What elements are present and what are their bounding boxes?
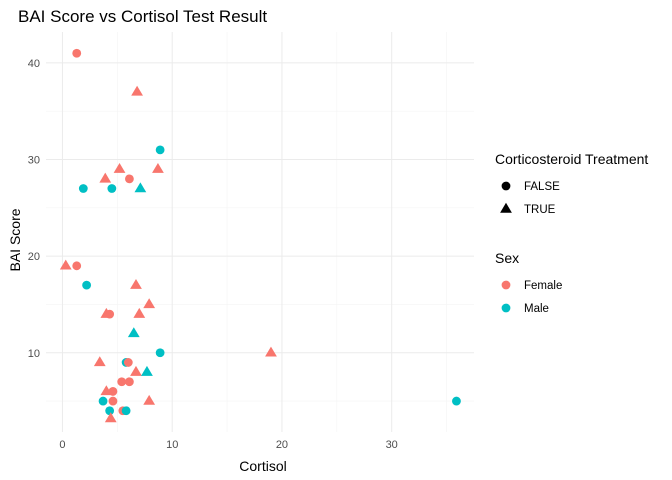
data-point (108, 396, 118, 406)
data-point (125, 174, 134, 184)
data-point (143, 298, 156, 309)
x-axis-title: Cortisol (239, 458, 286, 474)
legend-title: Corticosteroid Treatment (495, 151, 648, 167)
legend-key (501, 181, 511, 191)
data-point (72, 261, 82, 271)
data-point (452, 396, 461, 406)
legend-label: Male (524, 303, 549, 315)
x-tick-label: 20 (276, 439, 288, 451)
data-point (105, 406, 115, 416)
data-point (108, 387, 118, 396)
data-point (105, 309, 115, 319)
data-point (72, 48, 82, 58)
y-tick-label: 20 (28, 251, 40, 263)
data-point (127, 327, 140, 338)
data-point (93, 356, 106, 367)
data-point (152, 162, 164, 173)
y-tick-label: 10 (28, 348, 40, 360)
legend-label: FALSE (524, 181, 560, 193)
data-point (130, 278, 142, 289)
data-point (104, 412, 117, 423)
data-point (155, 348, 165, 358)
data-point (98, 396, 108, 406)
data-point (155, 145, 165, 155)
data-point (107, 184, 117, 193)
data-point (121, 406, 131, 416)
y-tick-label: 30 (28, 155, 40, 167)
data-point (78, 184, 88, 193)
legend-key (501, 280, 511, 290)
data-point (131, 85, 143, 96)
data-point (82, 280, 92, 290)
x-tick-label: 10 (166, 439, 178, 451)
data-point (117, 377, 127, 387)
y-axis-title: BAI Score (7, 208, 23, 271)
x-tick-label: 0 (59, 439, 65, 451)
data-point (125, 377, 134, 387)
data-point (59, 259, 72, 270)
data-point (130, 365, 142, 376)
data-point (143, 394, 156, 405)
data-point (99, 172, 112, 183)
data-point (265, 346, 277, 357)
legend-key (501, 303, 511, 313)
legend-key (500, 202, 512, 213)
y-tick-label: 40 (28, 58, 40, 70)
data-points (59, 48, 461, 423)
chart-title: BAI Score vs Cortisol Test Result (18, 7, 267, 26)
data-point (113, 162, 126, 173)
axis-ticks: 0 10 20 30 10 20 30 40 (28, 58, 398, 451)
plot-grid (46, 32, 474, 432)
legend-title: Sex (495, 250, 519, 266)
x-tick-label: 30 (386, 439, 398, 451)
data-point (133, 307, 146, 318)
legend-label: Female (524, 280, 562, 292)
data-point (134, 182, 147, 193)
data-point (123, 358, 133, 367)
data-point (141, 365, 153, 376)
legends: Corticosteroid Treatment FALSE TRUE Sex Fema… (495, 151, 648, 315)
legend-label: TRUE (524, 204, 556, 216)
